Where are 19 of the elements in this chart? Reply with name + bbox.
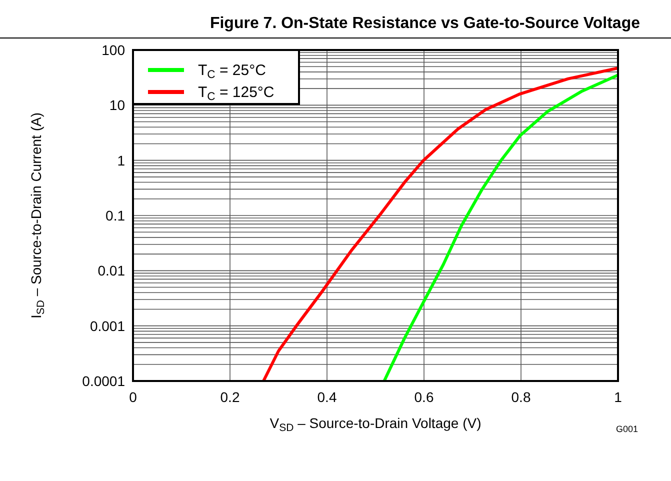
x-tick-label: 0.8 <box>511 389 531 405</box>
y-tick-label: 100 <box>102 42 126 58</box>
x-tick-label: 1 <box>614 389 622 405</box>
legend-label: T$_{C}$ = 25°C <box>198 62 266 81</box>
legend-label: T$_{C}$ = 125°C <box>198 84 274 103</box>
chart-title: Figure 7. On-State Resistance vs Gate-to-Source Voltage <box>210 15 640 32</box>
y-tick-label: 1 <box>117 152 126 168</box>
y-tick-label: 0.001 <box>90 318 126 334</box>
x-tick-label: 0.4 <box>317 389 337 405</box>
x-tick-label: 0.6 <box>414 389 434 405</box>
y-tick-label: 0.1 <box>106 208 126 224</box>
y-tick-label: 0.01 <box>98 262 126 279</box>
line-series <box>382 74 618 381</box>
x-tick-label: 0.2 <box>220 389 240 405</box>
y-tick-label: 0.0001 <box>82 373 126 389</box>
x-axis-title: V$_{SD}$ – Source-to-Drain Voltage (V) <box>270 415 482 434</box>
x-tick-label: 0 <box>129 389 138 405</box>
text: G001 <box>616 424 638 434</box>
y-tick-label: 10 <box>109 97 126 114</box>
